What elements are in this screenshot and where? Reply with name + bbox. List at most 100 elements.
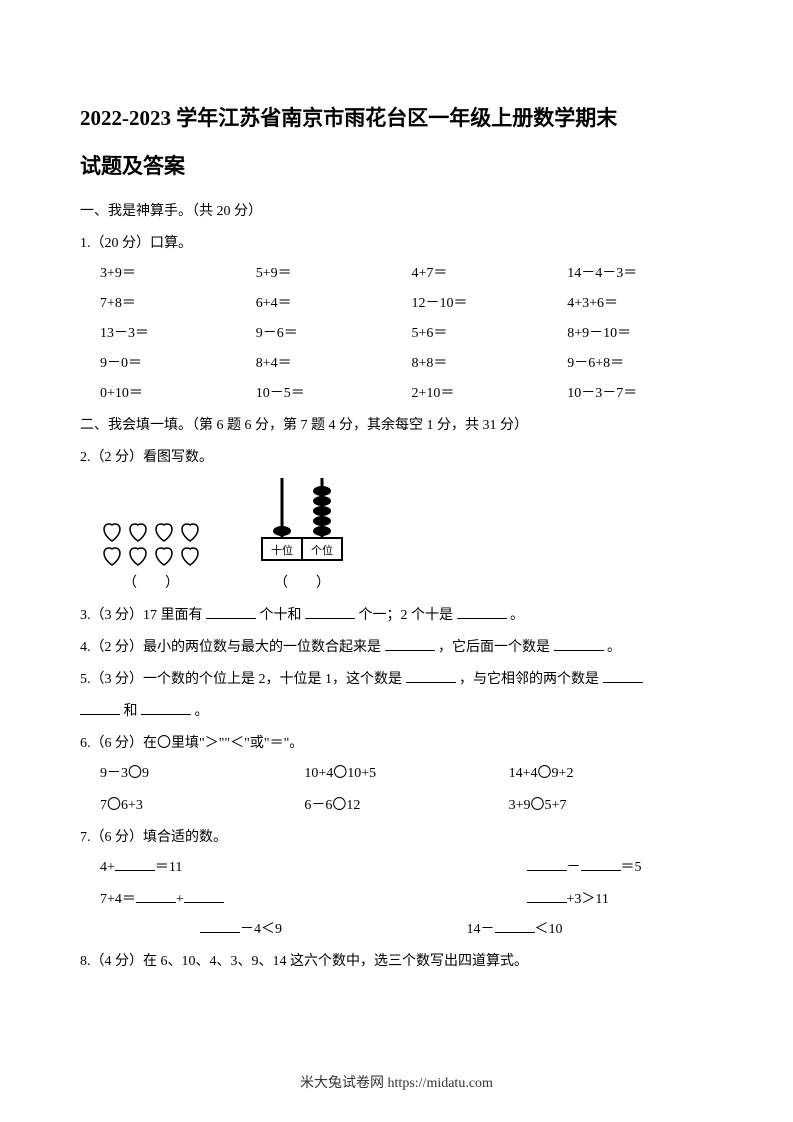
paren-label: （ ） bbox=[123, 572, 179, 592]
abacus-figure: 十位 个位 （ ） bbox=[252, 478, 352, 592]
q4-text: 。 bbox=[607, 640, 621, 655]
fill-text: + bbox=[176, 892, 184, 907]
q3-text: 个十和 bbox=[260, 608, 302, 623]
blank-field[interactable] bbox=[305, 605, 355, 619]
blank-field[interactable] bbox=[457, 605, 507, 619]
calc-item: 12－10＝ bbox=[412, 292, 558, 312]
q1-header: 1.（20 分）口算。 bbox=[80, 230, 713, 258]
blank-field[interactable] bbox=[141, 701, 191, 715]
blank-field[interactable] bbox=[136, 889, 176, 903]
footer-text: 米大兔试卷网 https://midatu.com bbox=[0, 1072, 793, 1092]
calc-item: 4+7＝ bbox=[412, 262, 558, 282]
compare-item: 14+4〇9+2 bbox=[509, 762, 713, 782]
compare-item: 9－3〇9 bbox=[100, 762, 304, 782]
fill-item: － ＝5 bbox=[407, 856, 714, 876]
heart-icon bbox=[152, 520, 176, 544]
fill-text: 7+4＝ bbox=[100, 892, 136, 907]
q4-text: ，它后面一个数是 bbox=[438, 640, 550, 655]
fill-text: ＜10 bbox=[535, 922, 563, 937]
blank-field[interactable] bbox=[406, 669, 456, 683]
heart-icon bbox=[178, 544, 202, 568]
fill-item: 7+4＝ + bbox=[100, 888, 407, 908]
fill-text: 4+ bbox=[100, 860, 115, 875]
fill-text: ＝11 bbox=[155, 860, 182, 875]
compare-item: 7〇6+3 bbox=[100, 794, 304, 814]
heart-icon bbox=[100, 544, 124, 568]
q6-header: 6.（6 分）在〇里填"＞""＜"或"＝"。 bbox=[80, 730, 713, 758]
q4-text: 4.（2 分）最小的两位数与最大的一位数合起来是 bbox=[80, 640, 381, 655]
page-title: 2022-2023 学年江苏省南京市雨花台区一年级上册数学期末 bbox=[80, 100, 713, 138]
fill-item: －4＜9 bbox=[100, 918, 407, 938]
blank-field[interactable] bbox=[527, 889, 567, 903]
q8-header: 8.（4 分）在 6、10、4、3、9、14 这六个数中，选三个数写出四道算式。 bbox=[80, 948, 713, 976]
heart-icon bbox=[126, 544, 150, 568]
q3-line: 3.（3 分）17 里面有 个十和 个一；2 个十是 。 bbox=[80, 602, 713, 630]
q5-text: ，与它相邻的两个数是 bbox=[459, 672, 599, 687]
calc-item: 3+9＝ bbox=[100, 262, 246, 282]
fill-grid: 4+ ＝11 － ＝5 7+4＝ + +3＞11 bbox=[80, 856, 713, 908]
svg-text:十位: 十位 bbox=[271, 543, 293, 557]
fill-item: +3＞11 bbox=[407, 888, 714, 908]
fill-text: － bbox=[567, 860, 581, 875]
calc-item: 8+8＝ bbox=[412, 352, 558, 372]
section2-header: 二、我会填一填。（第 6 题 6 分，第 7 题 4 分，其余每空 1 分，共 … bbox=[80, 412, 713, 440]
calc-item: 8+4＝ bbox=[256, 352, 402, 372]
blank-field[interactable] bbox=[495, 919, 535, 933]
blank-field[interactable] bbox=[581, 857, 621, 871]
blank-field[interactable] bbox=[206, 605, 256, 619]
blank-field[interactable] bbox=[80, 701, 120, 715]
q5-text: 。 bbox=[195, 704, 209, 719]
q5-text: 和 bbox=[124, 704, 138, 719]
blank-field[interactable] bbox=[200, 919, 240, 933]
calc-item: 2+10＝ bbox=[412, 382, 558, 402]
calc-item: 5+9＝ bbox=[256, 262, 402, 282]
blank-field[interactable] bbox=[527, 857, 567, 871]
hearts-figure: （ ） bbox=[100, 520, 202, 592]
q3-text: 个一；2 个十是 bbox=[359, 608, 454, 623]
heart-icon bbox=[178, 520, 202, 544]
page-subtitle: 试题及答案 bbox=[80, 148, 713, 186]
blank-field[interactable] bbox=[554, 637, 604, 651]
fill-text: ＝5 bbox=[621, 860, 642, 875]
blank-field[interactable] bbox=[184, 889, 224, 903]
figure-row: （ ） 十位 个位 （ ） bbox=[80, 478, 713, 592]
calc-item: 6+4＝ bbox=[256, 292, 402, 312]
q3-text: 。 bbox=[510, 608, 524, 623]
fill-grid-row3: －4＜9 14－ ＜10 bbox=[80, 918, 713, 938]
heart-icon bbox=[100, 520, 124, 544]
calc-item: 8+9－10＝ bbox=[567, 322, 713, 342]
blank-field[interactable] bbox=[115, 857, 155, 871]
svg-text:个位: 个位 bbox=[311, 543, 333, 557]
heart-icon bbox=[152, 544, 176, 568]
q5-text: 5.（3 分）一个数的个位上是 2，十位是 1，这个数是 bbox=[80, 672, 402, 687]
calc-grid: 3+9＝ 5+9＝ 4+7＝ 14－4－3＝ 7+8＝ 6+4＝ 12－10＝ … bbox=[80, 262, 713, 402]
q3-text: 3.（3 分）17 里面有 bbox=[80, 608, 203, 623]
paren-label: （ ） bbox=[274, 572, 330, 592]
calc-item: 9－0＝ bbox=[100, 352, 246, 372]
section1-header: 一、我是神算手。（共 20 分） bbox=[80, 198, 713, 226]
compare-grid: 9－3〇9 10+4〇10+5 14+4〇9+2 7〇6+3 6－6〇12 3+… bbox=[80, 762, 713, 814]
fill-item: 14－ ＜10 bbox=[407, 918, 714, 938]
calc-item: 13－3＝ bbox=[100, 322, 246, 342]
q7-header: 7.（6 分）填合适的数。 bbox=[80, 824, 713, 852]
blank-field[interactable] bbox=[385, 637, 435, 651]
fill-text: －4＜9 bbox=[240, 922, 282, 937]
q5-line-2: 和 。 bbox=[80, 698, 713, 726]
q5-line: 5.（3 分）一个数的个位上是 2，十位是 1，这个数是 ，与它相邻的两个数是 bbox=[80, 666, 713, 694]
calc-item: 5+6＝ bbox=[412, 322, 558, 342]
q4-line: 4.（2 分）最小的两位数与最大的一位数合起来是 ，它后面一个数是 。 bbox=[80, 634, 713, 662]
calc-item: 4+3+6＝ bbox=[567, 292, 713, 312]
compare-item: 10+4〇10+5 bbox=[304, 762, 508, 782]
calc-item: 0+10＝ bbox=[100, 382, 246, 402]
calc-item: 14－4－3＝ bbox=[567, 262, 713, 282]
compare-item: 3+9〇5+7 bbox=[509, 794, 713, 814]
calc-item: 9－6＝ bbox=[256, 322, 402, 342]
calc-item: 10－5＝ bbox=[256, 382, 402, 402]
calc-item: 7+8＝ bbox=[100, 292, 246, 312]
fill-text: 14－ bbox=[467, 922, 495, 937]
fill-text: +3＞11 bbox=[567, 892, 609, 907]
blank-field[interactable] bbox=[603, 669, 643, 683]
q2-header: 2.（2 分）看图写数。 bbox=[80, 444, 713, 472]
abacus-icon: 十位 个位 bbox=[252, 478, 352, 568]
compare-item: 6－6〇12 bbox=[304, 794, 508, 814]
